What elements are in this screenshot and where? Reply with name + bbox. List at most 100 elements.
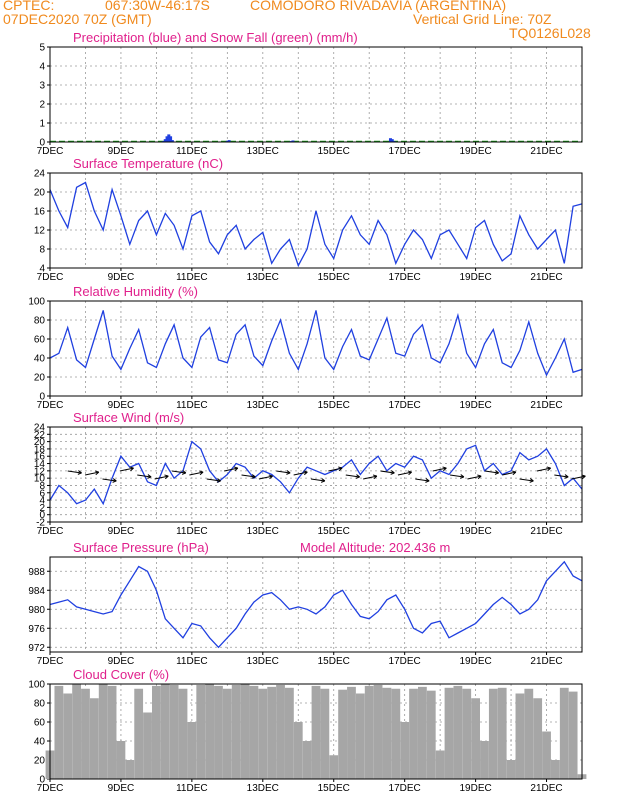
cloud-cover-bar [169,684,179,779]
wind-point [58,485,60,486]
wind-arrow [397,471,412,476]
temperature-point [546,239,547,240]
wind-arrow-head [390,470,395,475]
cloud-cover-bar [302,741,312,779]
pressure-point [262,594,264,596]
pressure-point [111,611,113,613]
y-tick-label: 14 [34,459,46,470]
x-tick-label: 21DEC [530,146,562,157]
humidity-point [430,357,432,359]
temperature-point [147,210,148,212]
wind-arrow [276,470,291,474]
cloud-cover-bar [134,688,144,779]
cloud-cover-bar [462,688,472,779]
cloud-cover-panel: 0 20 40 60 80 100 7DEC 9DEC 11DEC 13DEC 15DEC 17DEC… [28,667,587,794]
precipitation-bar [169,136,173,142]
cloud-cover-bar [107,685,117,779]
temperature-point [173,224,175,226]
y-tick-label: 20 [34,373,46,384]
humidity-point [404,355,406,357]
humidity-point [528,321,530,323]
x-tick-label: 13DEC [247,526,279,537]
temperature-point [430,258,432,259]
pressure-point [173,627,175,629]
wind-arrow-head [442,466,447,472]
x-tick-label: 13DEC [247,146,279,157]
wind-arrow [224,467,238,472]
x-tick-label: 11DEC [176,146,208,157]
cloud-cover-bar [214,685,223,779]
precipitation-bar [163,139,167,142]
y-tick-label: 40 [34,354,46,365]
y-tick-label: 18 [34,444,46,455]
cloud-cover-bar [196,684,206,779]
pressure-point [182,637,184,639]
temperature-point [519,215,521,217]
wind-point [484,470,485,472]
pressure-line [49,560,583,649]
header-grid-note: Vertical Grid Line: 70Z [413,11,552,27]
cloud-cover-bar [178,688,188,779]
x-tick-label: 7DEC [37,400,64,411]
wind-arrow [154,475,169,480]
wind-point [422,459,423,461]
wind-arrow-head [564,474,569,479]
temperature-point [413,229,414,231]
humidity-point [555,357,556,359]
wind-arrow [258,475,273,480]
wind-arrow [171,470,186,474]
pressure-point [297,606,299,608]
humidity-point [164,343,166,345]
humidity-point [475,367,476,368]
humidity-point [76,359,77,361]
wind-arrow-head [511,470,517,476]
pressure-point [280,599,281,601]
cloud-cover-bar [222,688,232,779]
wind-point [492,463,494,464]
humidity-point [93,338,95,340]
humidity-point [289,352,290,354]
cloud-cover-bar [63,693,73,779]
humidity-point [351,329,352,330]
pressure-point [395,594,397,596]
pressure-point [315,613,317,615]
wind-arrow [467,475,482,480]
wind-arrow-head [407,470,412,476]
temperature-point [448,229,450,231]
cloud-cover-bar [444,687,454,779]
x-tick-label: 15DEC [318,272,350,283]
pressure-point [333,594,335,596]
temperature-point [111,189,113,191]
wind-arrow-head [355,474,360,479]
x-tick-label: 17DEC [389,400,421,411]
cloud-cover-bar [267,686,277,779]
temperature-point [377,220,379,221]
pressure-point [519,613,521,615]
cloud-cover-bar [125,760,135,779]
humidity-panel: 0 20 40 60 80 100 7DEC 9DEC 11DEC 13DEC 15DEC 17DEC… [28,284,583,411]
cloud-cover-frame [49,683,583,780]
temperature-point [439,234,441,236]
wind-arrow-head [199,470,204,476]
humidity-point [297,369,299,370]
pressure-point [67,599,69,601]
x-tick-label: 9DEC [108,656,135,667]
wind-point [156,485,157,486]
temperature-point [129,243,131,245]
pressure-panel: 972 976 980 984 988 7DEC 9DEC 11DEC 13DEC 15DEC 17… [28,540,583,667]
wind-arrow [189,471,204,476]
humidity-point [510,367,512,368]
wind-arrow-head [164,474,169,480]
temperature-point [244,248,246,250]
temperature-point [67,227,69,229]
pressure-point [377,611,379,613]
wind-point [510,470,512,472]
wind-point [528,459,530,461]
temperature-panel: 4 8 12 16 20 24 7DEC 9DEC 11DEC 13DEC 15DEC 17DEC 19… [34,156,583,283]
humidity-point [67,327,69,328]
y-tick-label: 16 [34,207,46,218]
precipitation-bar [170,140,174,142]
x-tick-label: 9DEC [108,400,135,411]
humidity-point [333,369,335,370]
x-tick-label: 13DEC [247,272,279,283]
